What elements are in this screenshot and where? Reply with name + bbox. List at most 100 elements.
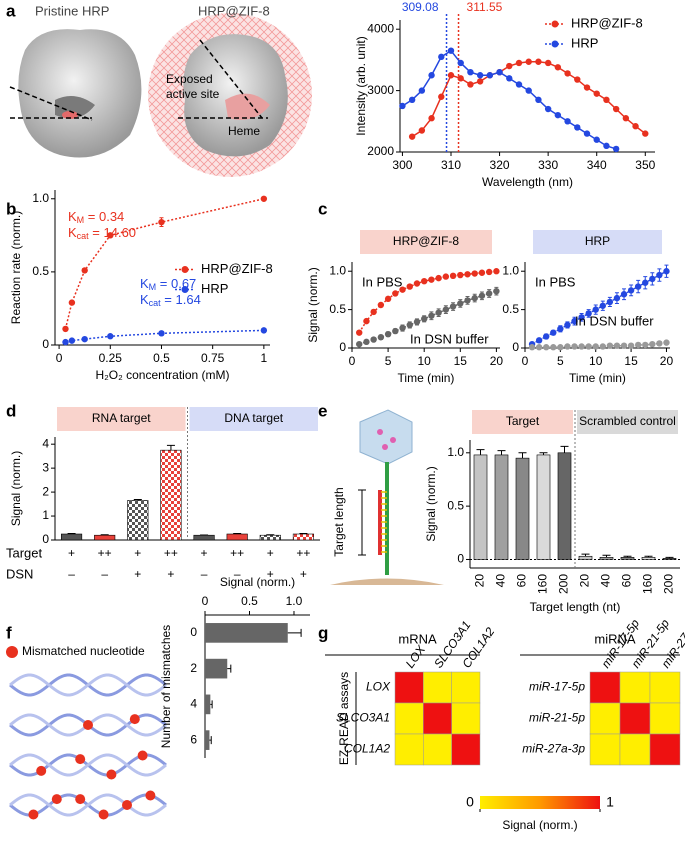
x-axis-label: Time (min) — [569, 371, 626, 385]
data-point — [418, 127, 426, 134]
dna-strand — [9, 753, 167, 777]
x-tick-label: 350 — [635, 158, 655, 172]
label: HRP@ZIF-8 — [198, 3, 270, 18]
x-tick-label: 160 — [536, 574, 550, 594]
data-point — [457, 300, 464, 307]
header-box — [189, 407, 318, 431]
mismatch — [98, 809, 109, 820]
data-point — [578, 314, 585, 321]
heatmap-cell — [649, 702, 681, 735]
mismatch — [145, 790, 156, 801]
x-tick-label: 5 — [557, 354, 564, 368]
row-cell: + — [134, 546, 141, 560]
data-point — [535, 58, 542, 65]
data-point — [663, 268, 670, 275]
data-point — [506, 62, 513, 70]
y-axis-label: Intensity (arb. unit) — [354, 36, 368, 135]
series-label: In PBS — [535, 274, 576, 289]
data-point — [571, 343, 578, 350]
data-point — [585, 343, 592, 350]
legend-label: HRP@ZIF-8 — [201, 261, 273, 276]
data-point — [627, 342, 635, 349]
heatmap-cell — [589, 671, 621, 704]
row-label: miR-21-5p — [529, 711, 585, 725]
annotation-text: = 0.34 — [84, 209, 124, 224]
error-bar — [210, 700, 213, 709]
x-tick-label: 340 — [587, 158, 607, 172]
data-point — [485, 290, 493, 297]
panel-letter: c — [318, 199, 327, 218]
x-tick-label: 200 — [557, 574, 571, 594]
row-label: miR-17-5p — [529, 680, 585, 694]
data-point — [107, 232, 114, 239]
data-point — [68, 299, 76, 306]
row-cell: – — [101, 567, 108, 581]
data-point — [442, 306, 450, 313]
x-axis-label: Signal (norm.) — [220, 575, 295, 589]
colorbar — [480, 796, 600, 809]
label: Heme — [228, 124, 260, 138]
bar — [205, 730, 210, 750]
data-point — [438, 93, 445, 100]
row-cell: ++ — [98, 546, 112, 560]
header: HRP@ZIF-8 — [393, 234, 460, 248]
data-point — [592, 306, 599, 313]
data-point — [62, 338, 69, 346]
y-axis-label: EZ-READ assays — [337, 672, 351, 765]
bar — [662, 558, 677, 560]
y-tick-label: 2 — [42, 484, 49, 498]
x-tick-label: 20 — [473, 574, 487, 588]
bar — [259, 534, 281, 541]
heatmap-cell — [619, 671, 651, 704]
label: Exposed — [166, 72, 213, 86]
data-point — [592, 343, 599, 350]
row-cell: – — [68, 567, 75, 581]
dash-line — [199, 39, 263, 119]
heatmap-cell — [451, 671, 481, 704]
bar — [127, 500, 149, 541]
enzyme — [377, 429, 383, 435]
heatmap-cell — [394, 671, 424, 704]
data-point — [564, 321, 571, 329]
data-point — [493, 287, 500, 295]
error-bar — [602, 554, 611, 558]
heatmap-cell — [649, 733, 681, 766]
annotation-symbol: K — [68, 209, 77, 224]
panel-letter: g — [318, 623, 328, 642]
data-point — [471, 294, 478, 302]
length-bracket — [358, 489, 366, 556]
data-point — [457, 271, 464, 279]
data-point — [471, 270, 478, 277]
data-point — [564, 70, 571, 77]
x-tick-label: 15 — [454, 354, 468, 368]
active-site — [225, 93, 270, 120]
heatmap-cell — [423, 733, 452, 766]
data-point — [642, 341, 649, 349]
data-point — [606, 298, 614, 306]
header-box — [472, 410, 573, 434]
row-cell: + — [68, 546, 75, 560]
error-bar — [665, 556, 674, 559]
legend-marker — [181, 286, 189, 293]
data-point — [550, 344, 557, 351]
header: Scrambled control — [579, 414, 676, 428]
bar — [578, 555, 593, 560]
data-point — [632, 123, 639, 130]
x-tick-label: 5 — [385, 354, 392, 368]
annotation-subscript: cat — [149, 298, 162, 308]
bar — [515, 457, 530, 560]
error-bar — [497, 450, 506, 455]
x-tick-label: 15 — [624, 354, 638, 368]
y-tick-label: 0 — [457, 552, 464, 566]
colorbar-tick-label: 1 — [606, 794, 614, 810]
data-point — [457, 75, 464, 82]
mismatch — [51, 794, 62, 805]
data-point — [428, 276, 435, 283]
x-tick-label: 0 — [522, 354, 529, 368]
data-point — [515, 81, 523, 88]
header-box — [360, 230, 492, 254]
error-bar — [518, 452, 527, 459]
row-label: SLCO3A1 — [336, 711, 390, 725]
data-point — [467, 81, 474, 88]
bar — [94, 534, 116, 541]
